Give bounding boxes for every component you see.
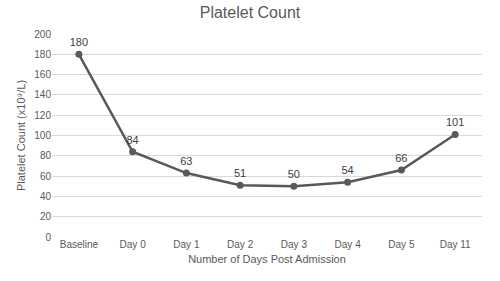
svg-text:63: 63 (180, 155, 192, 167)
svg-text:140: 140 (34, 89, 51, 100)
svg-text:51: 51 (234, 167, 246, 179)
svg-text:40: 40 (40, 191, 52, 202)
svg-text:54: 54 (342, 164, 354, 176)
svg-text:180: 180 (70, 36, 88, 48)
svg-text:66: 66 (395, 152, 407, 164)
svg-text:84: 84 (127, 134, 139, 146)
svg-text:Day 2: Day 2 (227, 239, 254, 250)
svg-text:Baseline: Baseline (60, 239, 99, 250)
svg-text:Day 4: Day 4 (335, 239, 362, 250)
svg-text:Day 3: Day 3 (281, 239, 308, 250)
svg-text:180: 180 (34, 49, 51, 60)
svg-text:Day 11: Day 11 (440, 239, 471, 250)
svg-text:160: 160 (34, 69, 51, 80)
svg-text:Platelet Count (x10⁹/L): Platelet Count (x10⁹/L) (15, 80, 27, 191)
svg-text:0: 0 (45, 232, 51, 243)
svg-text:20: 20 (40, 211, 52, 222)
svg-text:50: 50 (288, 168, 300, 180)
svg-text:80: 80 (40, 150, 52, 161)
svg-text:Day 5: Day 5 (388, 239, 415, 250)
svg-text:101: 101 (446, 116, 464, 128)
svg-text:120: 120 (34, 110, 51, 121)
svg-text:Day 1: Day 1 (173, 239, 200, 250)
svg-text:Number of Days Post Admission: Number of Days Post Admission (188, 253, 346, 265)
svg-text:60: 60 (40, 171, 52, 182)
svg-text:Day 0: Day 0 (120, 239, 147, 250)
svg-text:Platelet Count: Platelet Count (200, 4, 301, 21)
svg-text:200: 200 (34, 29, 51, 40)
svg-text:100: 100 (34, 130, 51, 141)
